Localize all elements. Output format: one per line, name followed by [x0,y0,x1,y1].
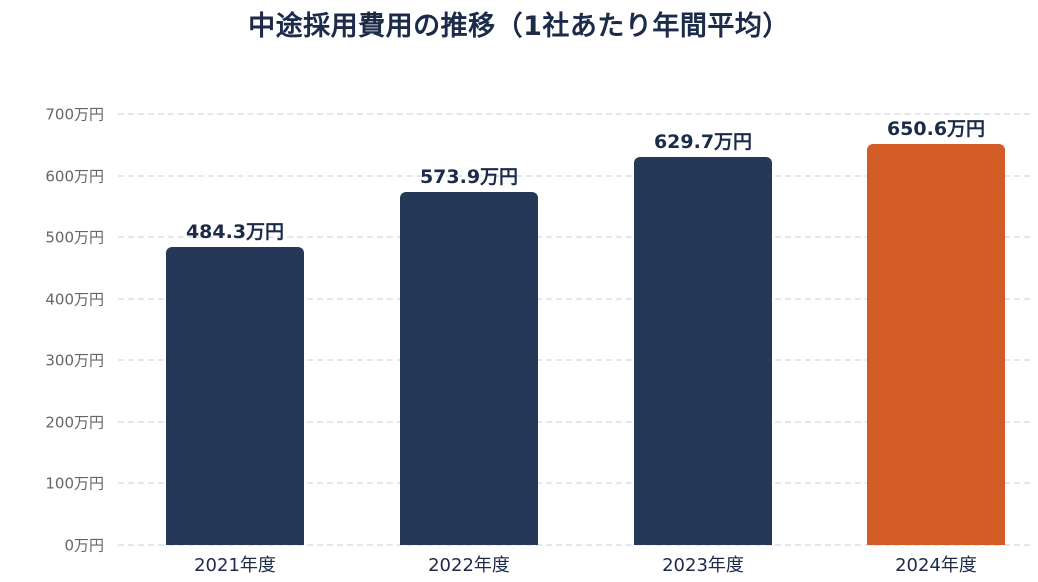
bar-2021年度 [166,246,304,545]
gridline [118,544,1030,546]
gridline [118,482,1030,485]
y-axis-tick-label: 700万円 [45,105,104,124]
gridline [118,113,1030,115]
bar-2022年度 [400,191,538,545]
gridline [118,420,1030,423]
bar-2023年度 [634,157,772,545]
bar-value-label: 650.6万円 [886,118,986,141]
x-axis-tick-label: 2023年度 [662,555,744,576]
bar-value-label: 573.9万円 [419,165,519,188]
x-axis-tick-label: 2024年度 [895,555,977,576]
y-axis-tick-label: 600万円 [45,167,104,186]
bar-value-label: 484.3万円 [185,220,285,243]
gridline [118,297,1030,300]
y-axis-tick-label: 400万円 [45,290,104,309]
chart-title: 中途採用費用の推移（1社あたり年間平均） [248,11,790,42]
bar-value-label: 629.7万円 [653,131,753,154]
gridline [118,359,1030,362]
y-axis-tick-label: 500万円 [45,228,104,247]
x-axis-tick-label: 2021年度 [194,555,276,576]
y-axis-tick-label: 200万円 [45,413,104,432]
y-axis-tick-label: 300万円 [45,351,104,370]
gridline [118,174,1030,177]
y-axis-tick-label: 100万円 [45,474,104,493]
x-axis-tick-label: 2022年度 [428,555,510,576]
y-axis-tick-label: 0万円 [64,536,104,555]
bar-2024年度 [867,144,1005,545]
gridline [118,236,1030,239]
